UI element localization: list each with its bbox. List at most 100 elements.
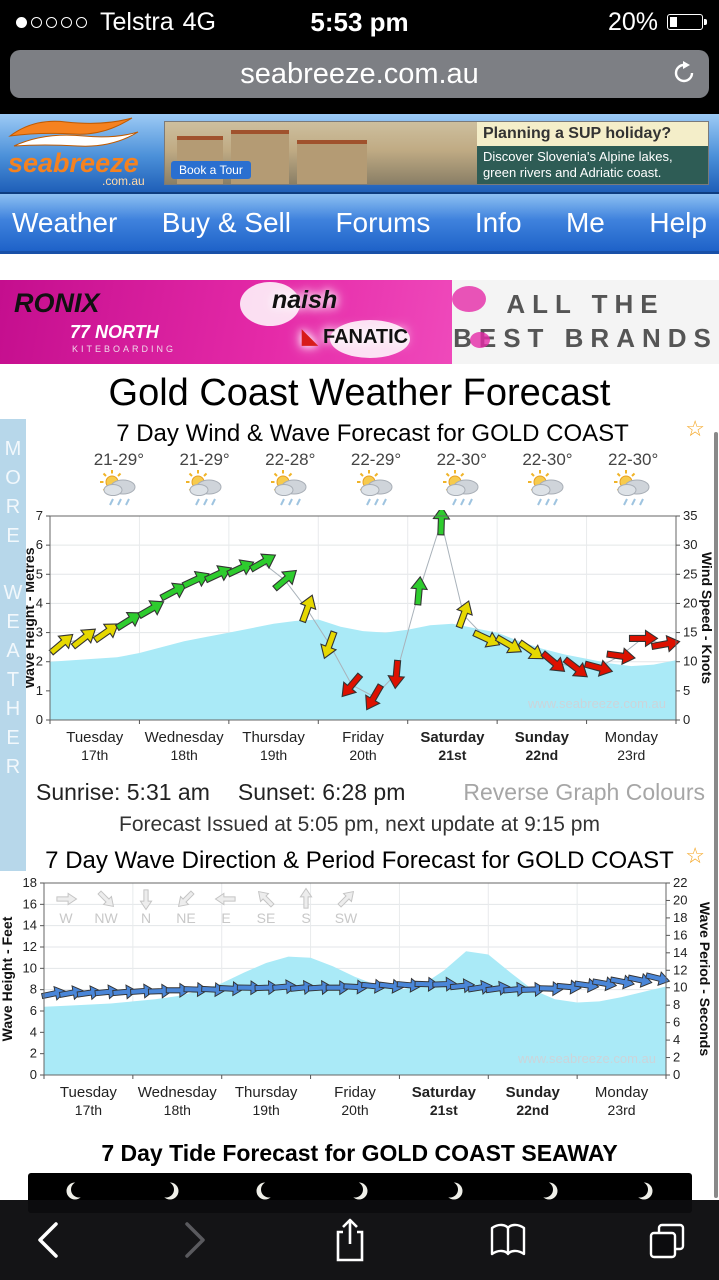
wave-period-chart-title: 7 Day Wave Direction & Period Forecast f…	[45, 847, 674, 874]
nav-item-me[interactable]: Me	[565, 206, 605, 238]
svg-text:25: 25	[683, 566, 697, 581]
nav-item-help[interactable]: Help	[649, 206, 707, 238]
svg-text:2: 2	[30, 1046, 37, 1061]
svg-text:Wednesday: Wednesday	[145, 729, 224, 746]
svg-text:Friday: Friday	[334, 1084, 376, 1101]
brand-logo-north: 77 NORTH	[70, 322, 159, 342]
bookmarks-icon[interactable]	[488, 1222, 528, 1258]
svg-text:17th: 17th	[75, 1102, 102, 1118]
favourite-star-icon[interactable]: ☆	[685, 416, 705, 441]
nav-item-forums[interactable]: Forums	[335, 206, 431, 238]
svg-text:Monday: Monday	[595, 1084, 649, 1101]
day-temp-range: 22-30°	[436, 450, 487, 469]
svg-text:8: 8	[673, 997, 680, 1012]
svg-text:18: 18	[673, 910, 687, 925]
svg-text:www.seabreeze.com.au: www.seabreeze.com.au	[517, 1051, 656, 1066]
tabs-icon[interactable]	[647, 1221, 687, 1259]
svg-text:Thursday: Thursday	[242, 729, 305, 746]
forward-icon[interactable]	[181, 1218, 211, 1262]
signal-dot	[16, 16, 27, 28]
svg-text:30: 30	[683, 537, 697, 552]
svg-text:35: 35	[683, 510, 697, 523]
more-weather-letter: H	[5, 698, 21, 720]
moon-phase-icon	[347, 1177, 371, 1210]
url-field[interactable]: seabreeze.com.au	[10, 50, 709, 98]
svg-text:Wave Height - Feet: Wave Height - Feet	[0, 916, 15, 1041]
nav-item-info[interactable]: Info	[474, 206, 522, 238]
wave-period-chart: www.seabreeze.com.au W NW N NE E SE S SW 0 2 4 6 8 10 1…	[0, 875, 719, 1132]
moon-phase-icon	[442, 1177, 466, 1210]
ad-cta-button[interactable]: Book a Tour	[171, 161, 251, 179]
safari-address-bar: seabreeze.com.au	[0, 44, 719, 114]
more-weather-letter: E	[6, 525, 20, 547]
svg-text:22nd: 22nd	[526, 747, 559, 763]
url-text: seabreeze.com.au	[240, 57, 479, 90]
wave-period-forecast-section: 7 Day Wave Direction & Period Forecast f…	[0, 842, 719, 1132]
ad-body: Discover Slovenia's Alpine lakes, green …	[476, 146, 708, 184]
back-icon[interactable]	[32, 1218, 62, 1262]
day-temp-range: 22-29°	[350, 450, 402, 469]
wave-period-chart-title-row: 7 Day Wave Direction & Period Forecast f…	[0, 842, 719, 877]
ad-headline: Planning a SUP holiday?	[476, 122, 708, 146]
svg-text:Thursday: Thursday	[235, 1084, 298, 1101]
ios-status-bar: Telstra 4G 5:53 pm 20%	[0, 0, 719, 44]
more-weather-letter: T	[6, 669, 20, 691]
weather-icon-sun-cloud-rain	[590, 470, 676, 510]
signal-dot	[61, 16, 72, 28]
svg-text:5: 5	[683, 683, 690, 698]
weather-icon-sun-cloud-rain	[505, 470, 591, 510]
svg-text:23rd: 23rd	[617, 747, 645, 763]
forecast-issued-label: Forecast Issued at 5:05 pm, next update …	[119, 813, 600, 836]
weather-icon-sun-cloud-rain	[247, 470, 333, 510]
svg-text:SE: SE	[257, 910, 276, 926]
favourite-star-icon[interactable]: ☆	[685, 843, 705, 868]
sunrise-label: Sunrise: 5:31 am	[36, 779, 210, 805]
sunset-label: Sunset: 6:28 pm	[237, 779, 406, 805]
svg-text:6: 6	[673, 1015, 680, 1030]
weather-icon-sun-cloud-rain	[333, 470, 419, 510]
moon-phase-icon	[157, 1177, 182, 1210]
weather-icon-sun-cloud-rain	[76, 470, 162, 510]
brands-banner-ad[interactable]: ALL THE BEST BRANDS RONIX 77 NORTH KITEB…	[0, 280, 719, 364]
reverse-graph-colours-link[interactable]: Reverse Graph Colours	[463, 779, 705, 805]
share-icon[interactable]	[331, 1216, 369, 1264]
svg-text:10: 10	[673, 980, 687, 995]
svg-text:20th: 20th	[341, 1102, 368, 1118]
weather-icon-sun-cloud-rain	[162, 470, 248, 510]
svg-text:18th: 18th	[164, 1102, 191, 1118]
battery-icon	[667, 14, 707, 30]
day-temperatures-row: 21-29° 21-29° 22-28° 22-29° 22-30° 22-30° 22-3…	[76, 450, 676, 470]
svg-text:18th: 18th	[171, 747, 198, 763]
svg-text:20th: 20th	[349, 747, 376, 763]
svg-text:14: 14	[673, 945, 687, 960]
brands-tagline-line2: BEST BRANDS	[453, 323, 718, 353]
battery-fill	[670, 17, 677, 27]
reload-icon[interactable]	[671, 60, 697, 91]
svg-text:www.seabreeze.com.au: www.seabreeze.com.au	[527, 696, 666, 711]
logo-tld: .com.au	[102, 174, 145, 188]
clock: 5:53 pm	[310, 6, 409, 37]
brands-tagline-line1: ALL THE	[506, 289, 665, 320]
svg-text:Friday: Friday	[342, 729, 384, 746]
svg-text:14: 14	[23, 918, 37, 933]
moon-phase-icon	[537, 1177, 561, 1210]
banner-ad[interactable]: Book a Tour Planning a SUP holiday? Disc…	[164, 121, 709, 185]
more-weather-letter: E	[6, 611, 20, 633]
svg-text:Sunday: Sunday	[515, 729, 570, 746]
svg-text:6: 6	[36, 537, 43, 552]
tide-forecast-title: 7 Day Tide Forecast for GOLD COAST SEAWA…	[101, 1140, 618, 1166]
scroll-indicator[interactable]	[714, 432, 718, 1198]
day-temp-range: 22-30°	[608, 450, 659, 469]
svg-text:19th: 19th	[253, 1102, 280, 1118]
nav-item-buy-sell[interactable]: Buy & Sell	[161, 206, 291, 238]
seabreeze-logo[interactable]: seabreeze .com.au	[4, 114, 164, 193]
svg-text:NW: NW	[94, 910, 118, 926]
paint-splatter	[452, 286, 486, 312]
paint-splatter	[330, 320, 410, 358]
signal-dot	[76, 16, 87, 28]
svg-text:Saturday: Saturday	[420, 729, 485, 746]
svg-text:2: 2	[36, 654, 43, 669]
nav-item-weather[interactable]: Weather	[12, 206, 118, 238]
